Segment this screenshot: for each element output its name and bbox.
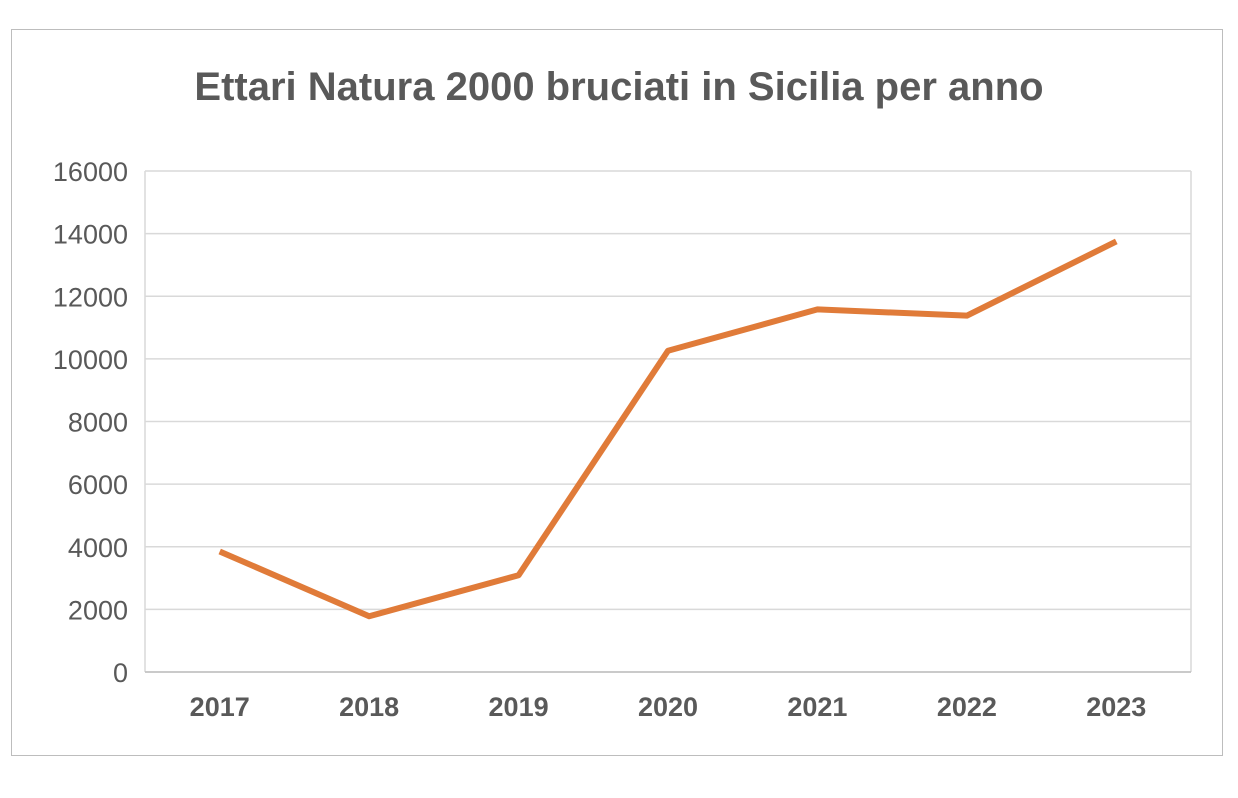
x-axis-tick-labels: 2017 2018 2019 2020 2021 2022 2023 [190,692,1147,722]
y-tick-label: 0 [113,658,128,688]
chart-title: Ettari Natura 2000 bruciati in Sicilia p… [0,58,1238,116]
x-tick-label: 2019 [489,692,549,722]
y-tick-label: 6000 [68,470,128,500]
gridlines [144,170,1192,673]
y-tick-label: 10000 [53,345,128,375]
y-tick-label: 12000 [53,282,128,312]
series-group [218,238,1118,620]
x-tick-label: 2018 [339,692,399,722]
chart-title-text: Ettari Natura 2000 bruciati in Sicilia p… [194,65,1044,109]
y-axis-tick-labels: 0 2000 4000 6000 8000 10000 12000 14000 16000 [53,157,128,688]
x-tick-label: 2021 [787,692,847,722]
x-tick-label: 2017 [190,692,250,722]
y-tick-label: 14000 [53,220,128,250]
x-tick-label: 2022 [937,692,997,722]
y-tick-label: 8000 [68,408,128,438]
y-tick-label: 16000 [53,157,128,187]
series-line [218,238,1118,620]
x-tick-label: 2020 [638,692,698,722]
y-tick-label: 4000 [68,533,128,563]
x-tick-label: 2023 [1086,692,1146,722]
y-tick-label: 2000 [68,595,128,625]
chart-frame [11,29,1223,756]
